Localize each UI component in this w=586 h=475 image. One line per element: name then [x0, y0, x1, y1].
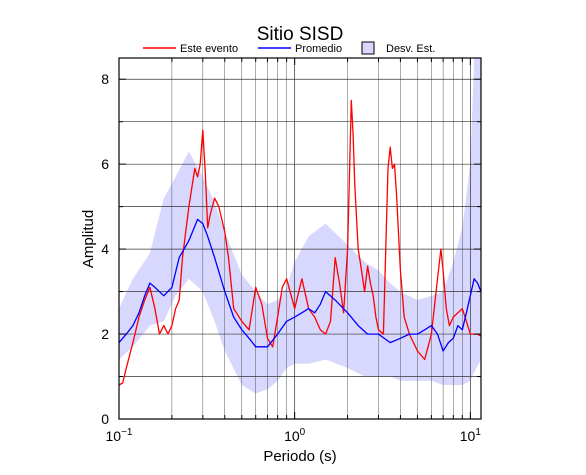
plot-frame: [118, 57, 482, 420]
chart-title: Sitio SISD: [257, 24, 344, 45]
x-tick-label: 101: [460, 427, 482, 444]
y-tick-label: 6: [101, 156, 109, 172]
y-tick-label: 2: [101, 326, 109, 342]
series-layer: [118, 99, 482, 386]
y-axis-label: Amplitud: [80, 210, 97, 268]
y-tick-label: 4: [101, 241, 109, 257]
series-line-promedio: [118, 218, 482, 352]
grid-layer: [119, 58, 481, 419]
std-dev-band: [119, 58, 481, 394]
legend-swatch-desv-est: [361, 41, 375, 55]
series-line-este-evento: [118, 99, 482, 386]
y-tick-label: 8: [101, 71, 109, 87]
legend-label-este-evento: Este evento: [180, 43, 238, 55]
band-layer: [119, 58, 481, 394]
x-tick-label: 100: [284, 427, 306, 444]
tick-labels-layer: 0 2 4 6 8 10−1 100 101: [101, 71, 481, 444]
legend-label-promedio: Promedio: [295, 43, 342, 55]
x-axis-label: Periodo (s): [263, 448, 336, 465]
ticks-layer: [118, 58, 481, 420]
y-tick-label: 0: [101, 411, 109, 427]
legend-label-desv-est: Desv. Est.: [386, 43, 435, 55]
x-tick-label: 10−1: [106, 427, 133, 444]
legend: Este evento Promedio Desv. Est.: [143, 41, 435, 55]
